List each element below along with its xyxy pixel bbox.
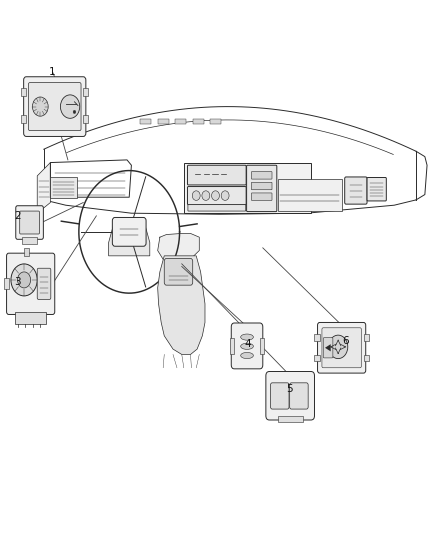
- FancyBboxPatch shape: [323, 338, 333, 358]
- Bar: [364, 334, 369, 341]
- Bar: [22, 237, 37, 244]
- FancyBboxPatch shape: [345, 177, 367, 204]
- FancyBboxPatch shape: [231, 323, 263, 369]
- Text: 1: 1: [49, 67, 56, 77]
- FancyBboxPatch shape: [24, 77, 86, 136]
- Bar: [175, 119, 186, 124]
- Bar: [314, 334, 320, 341]
- Bar: [364, 354, 369, 361]
- FancyBboxPatch shape: [290, 383, 308, 409]
- FancyBboxPatch shape: [367, 177, 386, 201]
- Polygon shape: [325, 344, 331, 351]
- FancyBboxPatch shape: [7, 253, 55, 314]
- Bar: [184, 163, 311, 213]
- Bar: [210, 119, 221, 124]
- Bar: [4, 278, 9, 289]
- Polygon shape: [37, 163, 50, 213]
- Circle shape: [202, 191, 210, 200]
- FancyBboxPatch shape: [188, 205, 246, 211]
- Text: 5: 5: [286, 384, 293, 394]
- Bar: [230, 338, 234, 353]
- FancyBboxPatch shape: [28, 83, 81, 131]
- Circle shape: [18, 272, 31, 288]
- FancyBboxPatch shape: [37, 268, 51, 300]
- Bar: [50, 177, 77, 198]
- Bar: [83, 115, 88, 123]
- Text: 4: 4: [244, 339, 251, 349]
- FancyBboxPatch shape: [20, 211, 39, 234]
- FancyBboxPatch shape: [266, 372, 314, 420]
- Bar: [140, 119, 151, 124]
- Circle shape: [60, 95, 80, 118]
- Text: 3: 3: [14, 278, 21, 287]
- Bar: [278, 179, 342, 211]
- Polygon shape: [158, 233, 199, 277]
- Circle shape: [73, 110, 76, 114]
- FancyBboxPatch shape: [318, 322, 366, 373]
- FancyBboxPatch shape: [16, 206, 43, 239]
- Bar: [21, 115, 26, 123]
- Polygon shape: [109, 227, 150, 256]
- Polygon shape: [158, 256, 205, 354]
- FancyBboxPatch shape: [247, 165, 277, 212]
- Bar: [260, 338, 264, 353]
- Ellipse shape: [241, 334, 253, 340]
- FancyBboxPatch shape: [251, 172, 272, 179]
- Bar: [158, 119, 169, 124]
- FancyBboxPatch shape: [271, 383, 289, 409]
- Bar: [314, 354, 320, 361]
- Circle shape: [328, 335, 348, 359]
- Text: 2: 2: [14, 211, 21, 221]
- Text: 6: 6: [343, 336, 350, 346]
- Circle shape: [11, 264, 37, 296]
- Bar: [21, 88, 26, 96]
- Bar: [83, 88, 88, 96]
- FancyBboxPatch shape: [112, 217, 146, 246]
- Circle shape: [221, 191, 229, 200]
- Bar: [193, 119, 204, 124]
- Circle shape: [212, 191, 219, 200]
- FancyBboxPatch shape: [322, 328, 361, 368]
- Ellipse shape: [241, 352, 253, 359]
- Circle shape: [32, 97, 48, 116]
- Bar: [15, 312, 46, 324]
- FancyBboxPatch shape: [164, 259, 193, 285]
- Circle shape: [192, 191, 200, 200]
- Bar: [278, 416, 303, 422]
- Ellipse shape: [241, 343, 253, 349]
- FancyBboxPatch shape: [251, 193, 272, 200]
- Bar: [24, 248, 29, 256]
- FancyBboxPatch shape: [187, 187, 246, 205]
- FancyBboxPatch shape: [187, 165, 246, 185]
- FancyBboxPatch shape: [251, 182, 272, 190]
